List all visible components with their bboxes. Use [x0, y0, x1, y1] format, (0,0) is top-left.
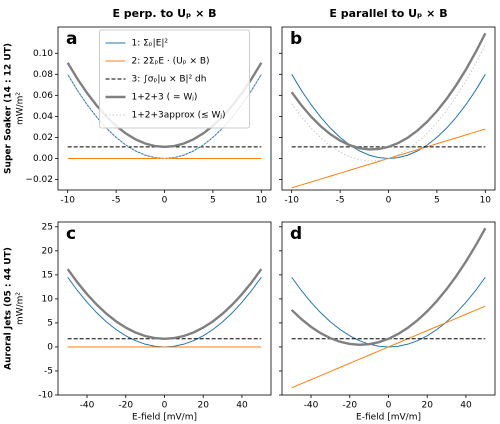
series-line: [291, 44, 486, 162]
legend-label: 1+2+3approx (≤ Wⱼ): [132, 111, 226, 121]
x-tick-label: 10: [480, 196, 492, 206]
y-tick-label: 5: [47, 318, 53, 328]
series-line: [66, 268, 263, 340]
row-label: Super Soaker (14 : 12 UT): [4, 43, 14, 174]
x-tick-label: 5: [210, 196, 216, 206]
x-tick-label: -10: [60, 196, 75, 206]
x-tick-label: 5: [434, 196, 440, 206]
series-line: [290, 32, 487, 151]
plot-lines: [66, 268, 263, 348]
y-tick-label: 0.10: [33, 49, 53, 59]
panel-label: b: [290, 29, 302, 49]
x-tick-label: 10: [256, 196, 268, 206]
x-tick-label: 20: [198, 401, 210, 411]
y-axis-label: mW/m²: [16, 92, 26, 125]
plot-frame: [281, 221, 496, 396]
x-tick-label: 0: [162, 401, 168, 411]
plot-frame: [57, 221, 272, 396]
panel-title: E perp. to Uₚ × B: [112, 7, 216, 20]
y-tick-label: -5: [44, 366, 53, 376]
x-tick-label: 0: [386, 401, 392, 411]
y-axis-label: mW/m²: [16, 292, 26, 325]
x-tick-label: 40: [236, 401, 248, 411]
panel-label: c: [66, 224, 76, 244]
x-tick-label: 20: [422, 401, 434, 411]
legend-box: [99, 29, 250, 129]
y-tick-label: -10: [38, 391, 53, 401]
x-tick-label: 0: [162, 196, 168, 206]
plot-lines: [290, 32, 487, 189]
plot-frame: [281, 26, 496, 191]
x-axis-label: E-field [mV/m]: [132, 413, 197, 423]
y-tick-label: 0.06: [33, 91, 53, 101]
x-tick-label: -20: [118, 401, 133, 411]
x-tick-label: -20: [342, 401, 357, 411]
y-tick-label: 0.00: [33, 154, 53, 164]
x-tick-label: -5: [112, 196, 121, 206]
plot-lines: [290, 227, 487, 389]
y-tick-label: 0.08: [33, 70, 53, 80]
y-tick-label: 0: [47, 342, 53, 352]
x-tick-label: -10: [284, 196, 299, 206]
legend-label: 1+2+3 ( = Wⱼ): [132, 93, 198, 103]
row-label: Auroral Jets (05 : 44 UT): [4, 247, 14, 370]
y-tick-label: 25: [42, 222, 53, 232]
y-tick-label: 20: [42, 246, 54, 256]
x-axis-label: E-field [mV/m]: [356, 413, 421, 423]
series-line: [291, 305, 486, 389]
y-tick-label: 0.02: [33, 133, 53, 143]
x-tick-label: -40: [80, 401, 95, 411]
y-tick-label: −0.02: [25, 175, 53, 185]
legend-label: 1: Σₚ|E|²: [132, 39, 169, 49]
series-line: [291, 276, 486, 348]
plot-frame: [57, 26, 272, 191]
y-tick-label: 0.04: [33, 112, 53, 122]
legend-label: 2: 2ΣₚE · (Uₚ × B): [132, 57, 210, 67]
x-tick-label: -5: [336, 196, 345, 206]
panel-title: E parallel to Uₚ × B: [329, 7, 447, 20]
x-tick-label: -40: [304, 401, 319, 411]
y-tick-label: 10: [42, 294, 54, 304]
panel-label: a: [66, 29, 77, 49]
series-line: [67, 276, 262, 348]
legend-label: 3: ∫σₚ|u × B|² dh: [132, 75, 207, 85]
y-tick-label: 15: [42, 270, 53, 280]
x-tick-label: 40: [460, 401, 472, 411]
series-line: [290, 227, 487, 346]
x-tick-label: 0: [386, 196, 392, 206]
panel-label: d: [290, 224, 302, 244]
